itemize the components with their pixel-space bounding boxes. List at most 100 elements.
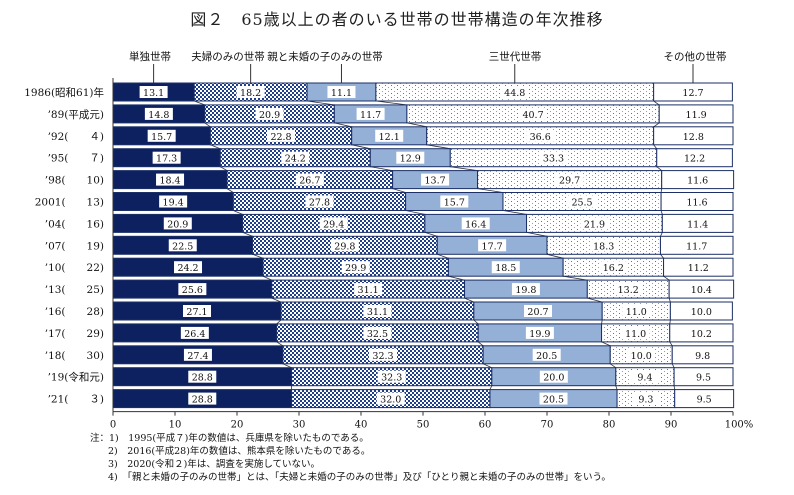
connector-line xyxy=(276,341,284,347)
data-label: 27.8 xyxy=(309,198,330,209)
connector-line xyxy=(601,341,611,347)
data-label-bg xyxy=(679,86,708,98)
connector-line xyxy=(351,144,371,150)
x-tick-label: 10 xyxy=(169,420,182,430)
connector-line xyxy=(450,166,478,171)
data-label-bg xyxy=(396,151,425,164)
x-tick-label: 30 xyxy=(293,420,306,430)
data-label: 9.8 xyxy=(695,351,710,362)
data-label-bg xyxy=(539,151,568,164)
connector-line xyxy=(668,297,671,303)
data-label: 29.7 xyxy=(559,176,580,187)
data-label-bg xyxy=(319,217,348,230)
data-label: 22.5 xyxy=(172,241,193,252)
legend-label: 三世代世帯 xyxy=(489,50,542,63)
connector-line xyxy=(669,341,673,347)
data-label-bg xyxy=(690,392,719,405)
data-label-bg xyxy=(281,151,310,164)
data-label-bg xyxy=(354,283,383,296)
data-label-bg xyxy=(511,283,540,296)
category-label: 2001( 13) xyxy=(35,197,104,209)
data-label: 18.4 xyxy=(159,176,180,187)
data-label-bg xyxy=(139,86,168,98)
data-label-bg xyxy=(622,305,651,317)
legend-label: 親と未婚の子のみの世帯 xyxy=(267,50,383,63)
data-label: 15.7 xyxy=(151,132,172,143)
data-label: 33.3 xyxy=(543,154,564,165)
data-label-bg xyxy=(687,283,716,296)
connector-line xyxy=(653,100,660,106)
data-label: 11.7 xyxy=(360,110,381,121)
connector-line xyxy=(437,253,449,259)
data-label: 11.4 xyxy=(687,219,708,230)
data-label: 12.9 xyxy=(400,154,421,165)
data-label: 16.4 xyxy=(465,219,486,230)
data-label-bg xyxy=(144,107,173,120)
data-label: 26.7 xyxy=(299,176,320,187)
data-label-bg xyxy=(188,370,217,383)
category-label: ’98( 10) xyxy=(45,175,104,187)
connector-line xyxy=(252,253,264,259)
connector-line xyxy=(233,210,243,215)
data-label: 9.3 xyxy=(638,395,653,406)
x-tick-label: 90 xyxy=(665,420,678,430)
data-label-bg xyxy=(183,348,212,361)
data-label: 18.2 xyxy=(240,88,261,99)
data-label-bg xyxy=(532,348,561,361)
connector-line xyxy=(375,100,407,106)
data-label-bg xyxy=(555,173,584,186)
footnote: 3) 2020(令和２)年は、調査を実施していない。 xyxy=(108,459,321,470)
data-label: 9.5 xyxy=(696,373,711,384)
data-label-bg xyxy=(330,239,359,252)
data-label: 11.6 xyxy=(686,198,707,209)
data-label: 36.6 xyxy=(530,132,551,143)
footnote: 2) 2016(平成28)年の数値は、熊本県を除いたものである。 xyxy=(108,446,371,457)
data-label: 10.4 xyxy=(691,285,712,296)
connector-line xyxy=(653,122,660,128)
data-label-bg xyxy=(491,261,520,274)
data-label-bg xyxy=(180,326,209,339)
category-label: ’18( 30) xyxy=(45,350,104,362)
category-label: ’17( 29) xyxy=(45,328,104,340)
stacked-bar-chart: 1986(昭和61)年 13.1 18.2 11.1 44.8 12.7 ’89(平成元) 1… xyxy=(24,50,753,430)
category-label: ’95( ７) xyxy=(48,153,104,165)
connector-line xyxy=(526,232,548,237)
connector-line xyxy=(464,297,474,303)
data-label-bg xyxy=(568,195,597,208)
data-label-bg xyxy=(156,173,185,186)
data-label-bg xyxy=(631,392,660,405)
data-label-bg xyxy=(684,261,713,274)
data-label-bg xyxy=(599,261,628,274)
data-label: 20.0 xyxy=(543,373,564,384)
data-label: 20.5 xyxy=(536,351,557,362)
data-label: 32.5 xyxy=(367,329,388,340)
data-label-bg xyxy=(440,195,469,208)
category-label: ’16( 28) xyxy=(45,306,104,318)
x-tick-label: 20 xyxy=(231,420,244,430)
data-label: 11.6 xyxy=(687,176,708,187)
connector-line xyxy=(194,100,205,106)
connector-line xyxy=(660,210,663,215)
connector-line xyxy=(307,100,335,106)
connector-line xyxy=(242,232,253,237)
data-label: 25.6 xyxy=(182,285,203,296)
data-label-bg xyxy=(236,86,265,98)
data-label: 31.1 xyxy=(367,307,388,318)
category-label: 1986(昭和61)年 xyxy=(24,86,104,99)
data-label-bg xyxy=(168,239,197,252)
data-label: 18.3 xyxy=(593,241,614,252)
data-label-bg xyxy=(500,86,529,98)
data-label-bg xyxy=(421,173,450,186)
data-label: 29.9 xyxy=(345,263,366,274)
data-label-bg xyxy=(356,107,385,120)
data-label: 9.5 xyxy=(697,395,712,406)
connector-line xyxy=(660,232,663,237)
connector-line xyxy=(210,144,221,150)
data-label: 24.2 xyxy=(285,154,306,165)
connector-line xyxy=(482,363,492,369)
data-label: 20.9 xyxy=(259,110,280,121)
chart-title: 図２ 65歳以上の者のいる世帯の世帯構造の年次推移 xyxy=(190,10,604,29)
data-label-bg xyxy=(377,370,406,383)
connector-line xyxy=(615,385,618,390)
data-label: 13.1 xyxy=(143,88,164,99)
